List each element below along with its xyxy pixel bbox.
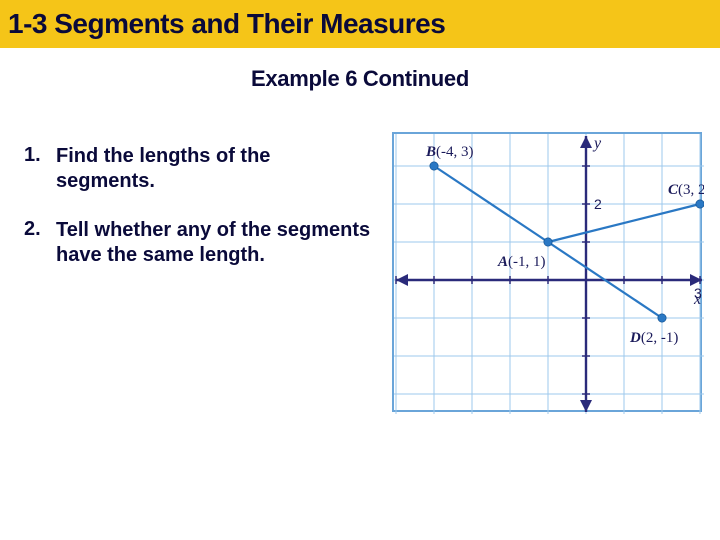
item-text: Tell whether any of the segments have th…	[56, 218, 372, 268]
svg-text:C(3, 2): C(3, 2)	[668, 182, 704, 198]
svg-text:y: y	[592, 135, 602, 152]
list-item: 2. Tell whether any of the segments have…	[24, 218, 372, 268]
subtitle: Example 6 Continued	[0, 66, 720, 92]
page-title: 1-3 Segments and Their Measures	[8, 8, 445, 40]
coordinate-graph: xy32A(-1, 1)B(-4, 3)C(3, 2)D(2, -1)	[392, 132, 702, 412]
title-banner: 1-3 Segments and Their Measures	[0, 0, 720, 48]
svg-text:A(-1, 1): A(-1, 1)	[497, 254, 546, 270]
svg-text:D(2, -1): D(2, -1)	[629, 330, 678, 346]
content-row: 1. Find the lengths of the segments. 2. …	[0, 132, 720, 412]
question-list: 1. Find the lengths of the segments. 2. …	[24, 132, 372, 412]
svg-text:3: 3	[694, 285, 702, 301]
item-number: 1.	[24, 144, 46, 194]
svg-text:B(-4, 3): B(-4, 3)	[425, 144, 474, 160]
item-number: 2.	[24, 218, 46, 268]
svg-text:2: 2	[594, 196, 602, 212]
list-item: 1. Find the lengths of the segments.	[24, 144, 372, 194]
graph-svg: xy32A(-1, 1)B(-4, 3)C(3, 2)D(2, -1)	[394, 134, 704, 414]
item-text: Find the lengths of the segments.	[56, 144, 372, 194]
